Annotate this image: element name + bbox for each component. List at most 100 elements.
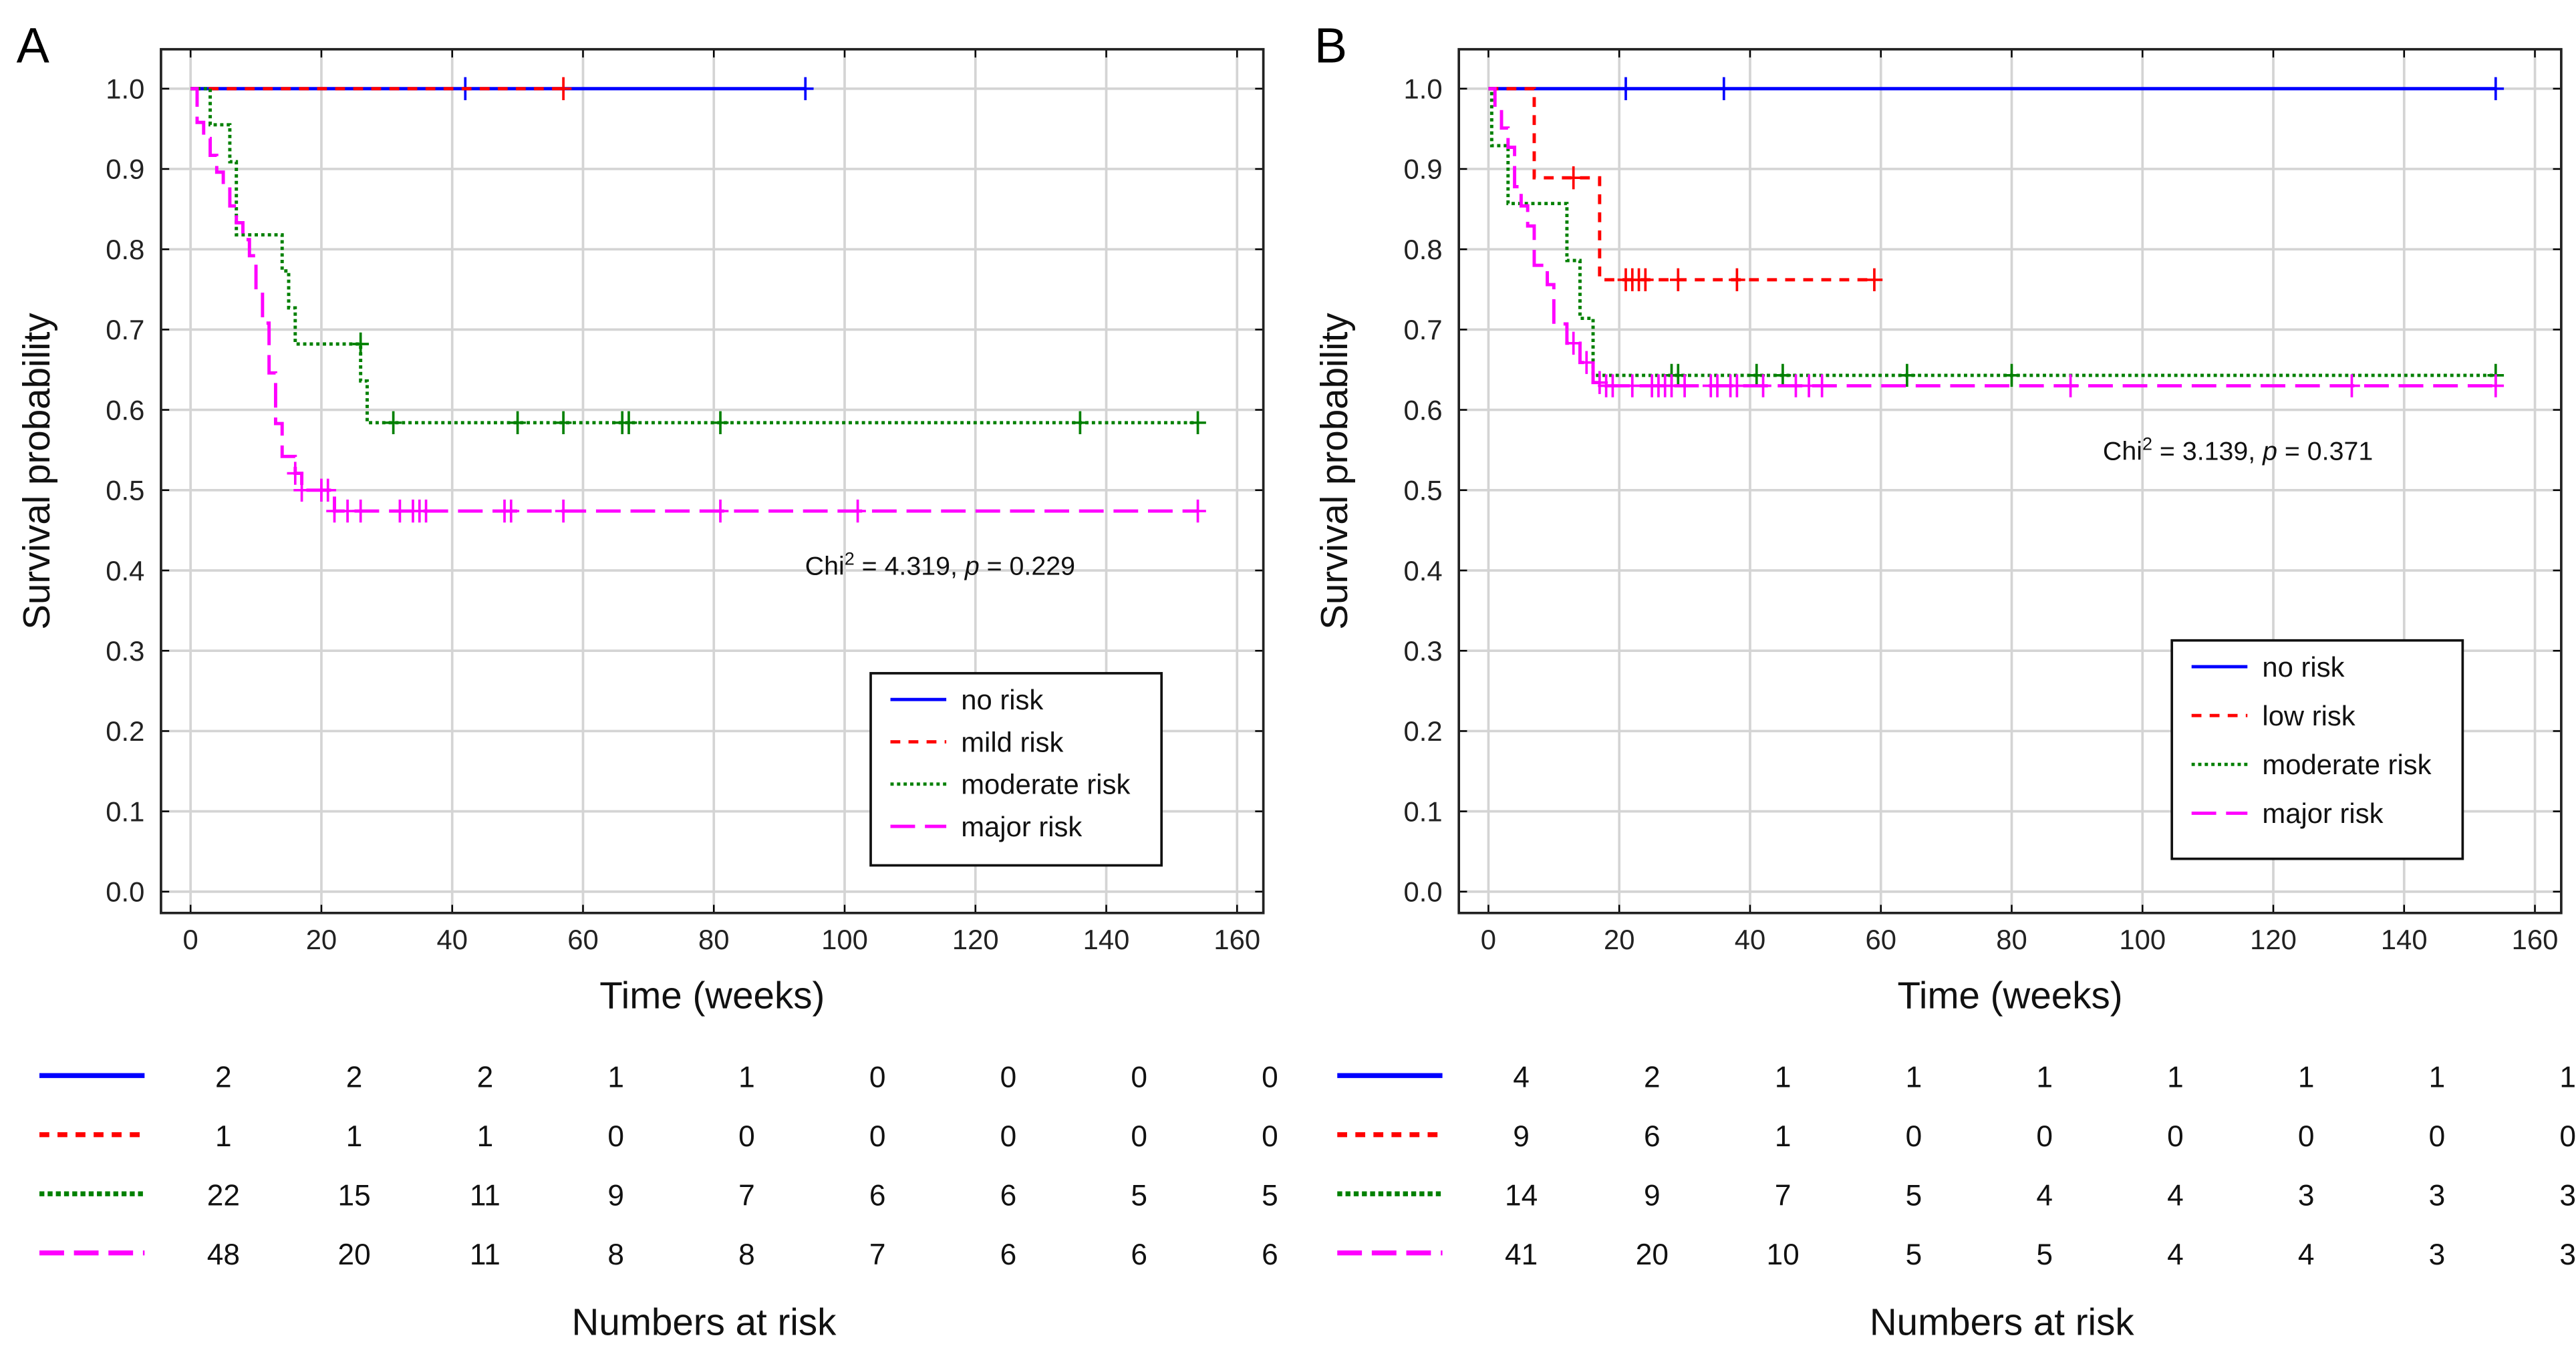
risk-table-cell: 1 [738, 1061, 755, 1093]
survival-curve-major-risk [190, 87, 1198, 513]
x-tick-label: 40 [1735, 924, 1765, 955]
p-value: = 0.371 [2277, 436, 2373, 466]
censor-mark [849, 499, 866, 523]
y-axis-label: Survival probability [15, 313, 57, 630]
censor-mark [319, 478, 337, 502]
risk-table-cell: 1 [477, 1120, 494, 1153]
legend: no risk mild risk moderate risk major risk [869, 672, 1163, 867]
x-tick-label: 20 [306, 924, 337, 955]
risk-table-cell: 0 [2298, 1120, 2315, 1153]
y-tick-label: 0.4 [1404, 555, 1443, 586]
legend-item: mild risk [961, 726, 1063, 757]
censor-mark [712, 499, 729, 523]
x-tick-label: 100 [821, 924, 868, 955]
risk-table-cell: 20 [1636, 1238, 1669, 1271]
censor-mark [293, 478, 310, 502]
y-tick-label: 0.5 [106, 475, 144, 506]
risk-table-cell: 15 [338, 1179, 371, 1212]
risk-table-title: Numbers at risk [1870, 1301, 2135, 1343]
plot-frame [1457, 47, 2563, 914]
legend-box [869, 672, 1163, 867]
legend-box [2170, 639, 2464, 860]
censor-mark [1189, 499, 1206, 523]
y-tick-label: 1.0 [106, 73, 144, 104]
censor-mark [555, 411, 572, 435]
risk-table-cell: 5 [1906, 1238, 1922, 1271]
risk-table-cell: 0 [869, 1061, 886, 1093]
risk-table-cell: 7 [1775, 1179, 1792, 1212]
risk-table-cell: 0 [1131, 1120, 1147, 1153]
censor-mark [2003, 363, 2020, 387]
chi-superscript: 2 [845, 549, 855, 569]
risk-table: 2 2 2 1 1 0 0 0 01 1 1 0 0 0 0 0 022 15 11 9 7 6 6 5 548 20 11 8 8 7 6… [39, 1061, 1278, 1343]
x-tick-label: 0 [183, 924, 198, 955]
x-tick-label: 140 [2381, 924, 2428, 955]
risk-table-cell: 0 [2559, 1120, 2576, 1153]
y-tick-label: 0.1 [1404, 796, 1443, 827]
risk-table: 4 2 1 1 1 1 1 1 19 6 1 0 0 0 0 0 014 9 7 5 4 4 3 3 341 20 10 5 5 4 4 3 3… [1337, 1061, 2576, 1343]
y-tick-label: 0.0 [1404, 876, 1443, 908]
y-tick-label: 1.0 [1404, 73, 1443, 104]
censor-mark [1670, 268, 1687, 292]
y-tick-label: 0.9 [106, 154, 144, 185]
legend-item: major risk [961, 811, 1082, 842]
x-tick-label: 0 [1481, 924, 1496, 955]
censor-mark [1676, 374, 1693, 397]
risk-table-cell: 1 [215, 1120, 232, 1153]
risk-table-cell: 1 [1775, 1120, 1792, 1153]
x-tick-label: 80 [1996, 924, 2027, 955]
legend-item: no risk [961, 684, 1043, 715]
y-tick-label: 0.6 [106, 394, 144, 426]
risk-table-cell: 41 [1505, 1238, 1538, 1271]
censor-mark [1617, 77, 1634, 100]
risk-table-cell: 20 [338, 1238, 371, 1271]
risk-table-cell: 5 [1262, 1179, 1278, 1212]
risk-table-cell: 9 [1644, 1179, 1661, 1212]
p-value: = 0.229 [980, 551, 1075, 580]
legend-item: major risk [2262, 798, 2383, 829]
x-tick-label: 20 [1604, 924, 1634, 955]
risk-table-cell: 4 [2167, 1179, 2184, 1212]
risk-table-cell: 0 [607, 1120, 624, 1153]
censor-mark [503, 499, 520, 523]
risk-table-cell: 0 [2429, 1120, 2446, 1153]
censor-mark [1578, 351, 1595, 374]
survival-curve-major-risk [1488, 87, 2496, 387]
risk-table-cell: 10 [1767, 1238, 1800, 1271]
risk-table-cell: 11 [470, 1179, 500, 1212]
risk-table-cell: 7 [738, 1179, 755, 1212]
risk-table-cell: 6 [1131, 1238, 1147, 1271]
risk-table-cell: 4 [1513, 1061, 1530, 1093]
y-tick-label: 0.8 [106, 234, 144, 265]
panel-label: B [1314, 17, 1347, 73]
y-tick-label: 0.5 [1404, 475, 1443, 506]
x-axis-label: Time (weeks) [599, 974, 825, 1016]
censor-mark [2343, 374, 2360, 397]
chi-square-annotation: Chi2 = 4.319, p = 0.229 [805, 549, 1075, 581]
censor-mark [1814, 374, 1830, 397]
risk-table-cell: 0 [1000, 1061, 1017, 1093]
censor-mark [1637, 268, 1654, 292]
censor-mark [712, 411, 729, 435]
censor-mark [352, 499, 369, 523]
chi-value: = 4.319, [855, 551, 965, 580]
risk-table-cell: 2 [1644, 1061, 1661, 1093]
x-tick-label: 140 [1083, 924, 1130, 955]
survival-curve-moderate-risk [190, 87, 1198, 425]
risk-table-cell: 0 [1262, 1061, 1278, 1093]
chi-value: = 3.139, [2152, 436, 2263, 466]
risk-table-cell: 4 [2167, 1238, 2184, 1271]
risk-table-cell: 3 [2298, 1179, 2315, 1212]
risk-table-cell: 1 [2429, 1061, 2446, 1093]
risk-table-cell: 11 [470, 1238, 500, 1271]
panel-label: A [17, 17, 50, 73]
legend-item: moderate risk [2262, 749, 2431, 780]
risk-table-cell: 3 [2559, 1238, 2576, 1271]
y-tick-label: 0.3 [1404, 635, 1443, 667]
legend-item: no risk [2262, 651, 2344, 683]
censor-mark [1866, 268, 1883, 292]
risk-table-cell: 0 [1262, 1120, 1278, 1153]
risk-table-cell: 6 [1000, 1238, 1017, 1271]
censor-mark [1072, 411, 1089, 435]
